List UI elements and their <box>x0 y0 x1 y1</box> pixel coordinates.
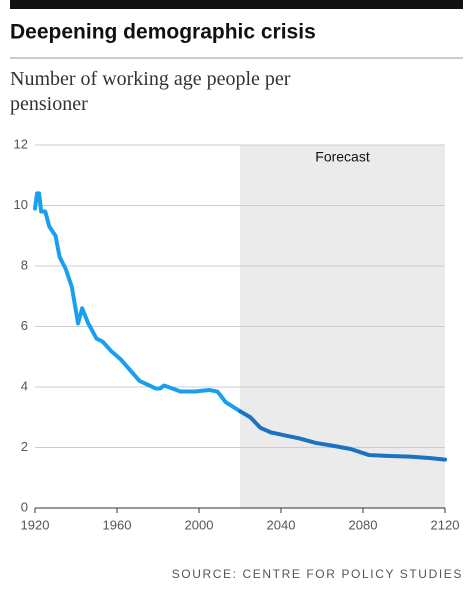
chart-title: Deepening demographic crisis <box>10 21 316 44</box>
x-tick-label: 1960 <box>103 517 132 532</box>
x-tick-label: 2040 <box>267 517 296 532</box>
x-tick-label: 2000 <box>185 517 214 532</box>
y-tick-label: 0 <box>21 499 28 514</box>
y-tick-label: 4 <box>21 378 28 393</box>
forecast-label: Forecast <box>315 149 370 165</box>
x-tick-label: 1920 <box>21 517 50 532</box>
y-tick-label: 6 <box>21 318 28 333</box>
y-tick-label: 2 <box>21 439 28 454</box>
source: SOURCE: CENTRE FOR POLICY STUDIES <box>172 567 463 581</box>
x-tick-label: 2120 <box>431 517 460 532</box>
data-line <box>238 409 447 462</box>
y-tick-label: 10 <box>14 197 28 212</box>
y-tick-label: 8 <box>21 257 28 272</box>
top-bar <box>10 0 463 9</box>
chart-subtitle: Number of working age people per pensione… <box>10 68 291 115</box>
data-line <box>33 191 242 414</box>
x-tick-label: 2080 <box>349 517 378 532</box>
y-tick-label: 12 <box>14 136 28 151</box>
